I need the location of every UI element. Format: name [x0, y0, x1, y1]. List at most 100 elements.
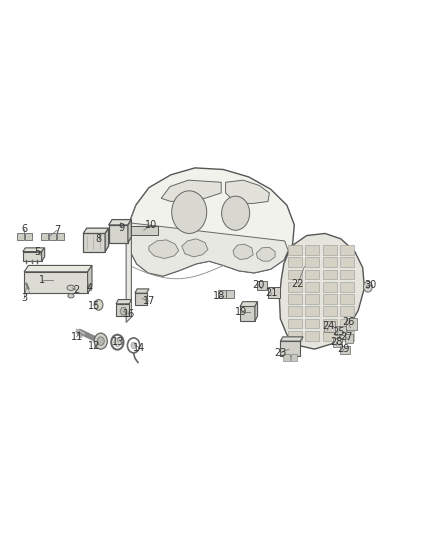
Polygon shape [226, 180, 269, 204]
Polygon shape [135, 289, 149, 293]
FancyBboxPatch shape [288, 306, 302, 316]
Polygon shape [116, 304, 129, 316]
Polygon shape [129, 223, 288, 276]
FancyBboxPatch shape [340, 319, 354, 328]
Polygon shape [116, 300, 131, 304]
Polygon shape [83, 228, 109, 233]
Polygon shape [127, 168, 294, 276]
FancyBboxPatch shape [49, 233, 56, 240]
FancyBboxPatch shape [268, 287, 280, 298]
FancyBboxPatch shape [323, 306, 337, 316]
Text: 18: 18 [213, 291, 225, 301]
FancyBboxPatch shape [25, 233, 32, 240]
FancyBboxPatch shape [324, 321, 335, 332]
Text: 23: 23 [274, 348, 286, 358]
Polygon shape [240, 302, 258, 306]
Polygon shape [105, 228, 109, 252]
Polygon shape [182, 239, 208, 257]
Text: 1: 1 [39, 275, 45, 285]
Text: 19: 19 [235, 307, 247, 317]
Text: 13: 13 [112, 337, 124, 347]
FancyBboxPatch shape [305, 294, 319, 304]
FancyBboxPatch shape [345, 334, 353, 343]
FancyBboxPatch shape [305, 282, 319, 292]
Polygon shape [109, 225, 128, 243]
FancyBboxPatch shape [340, 331, 354, 341]
Polygon shape [88, 265, 92, 293]
FancyBboxPatch shape [323, 294, 337, 304]
Circle shape [366, 285, 370, 289]
Text: 12: 12 [88, 342, 100, 351]
Text: 2: 2 [74, 286, 80, 295]
Circle shape [131, 342, 136, 349]
Text: 6: 6 [21, 224, 27, 234]
Circle shape [364, 281, 372, 292]
Text: 11: 11 [71, 332, 83, 342]
FancyBboxPatch shape [257, 281, 267, 290]
Polygon shape [280, 337, 303, 341]
FancyBboxPatch shape [288, 294, 302, 304]
FancyBboxPatch shape [288, 282, 302, 292]
Text: 9: 9 [119, 223, 125, 233]
Polygon shape [83, 233, 105, 252]
FancyBboxPatch shape [131, 226, 158, 235]
FancyBboxPatch shape [323, 245, 337, 255]
FancyBboxPatch shape [288, 245, 302, 255]
FancyBboxPatch shape [288, 270, 302, 279]
FancyBboxPatch shape [335, 326, 346, 335]
Ellipse shape [68, 294, 74, 298]
FancyBboxPatch shape [288, 257, 302, 267]
Text: 24: 24 [322, 321, 335, 331]
Polygon shape [280, 341, 300, 356]
Polygon shape [135, 293, 147, 305]
Polygon shape [109, 220, 131, 225]
Circle shape [94, 300, 103, 310]
Polygon shape [161, 180, 221, 201]
FancyBboxPatch shape [333, 338, 342, 347]
Circle shape [97, 337, 104, 345]
Text: 16: 16 [123, 310, 135, 319]
Circle shape [222, 196, 250, 230]
FancyBboxPatch shape [323, 331, 337, 341]
Polygon shape [126, 237, 131, 322]
Text: 30: 30 [364, 280, 376, 290]
FancyBboxPatch shape [340, 346, 350, 354]
Polygon shape [255, 302, 258, 321]
FancyBboxPatch shape [288, 331, 302, 341]
Text: 29: 29 [338, 344, 350, 354]
FancyBboxPatch shape [340, 282, 354, 292]
FancyBboxPatch shape [291, 354, 297, 361]
Text: 3: 3 [21, 294, 27, 303]
Circle shape [114, 338, 121, 346]
Text: 4: 4 [87, 283, 93, 293]
Text: 22: 22 [292, 279, 304, 288]
Circle shape [94, 333, 107, 349]
Text: 5: 5 [34, 247, 40, 256]
Text: 14: 14 [133, 343, 145, 352]
Text: 17: 17 [143, 296, 155, 306]
Polygon shape [128, 220, 131, 243]
FancyBboxPatch shape [305, 270, 319, 279]
FancyBboxPatch shape [288, 319, 302, 328]
Text: 21: 21 [265, 288, 278, 298]
Text: 27: 27 [340, 332, 352, 342]
Text: 7: 7 [54, 225, 60, 235]
FancyBboxPatch shape [346, 318, 357, 330]
FancyBboxPatch shape [340, 294, 354, 304]
Polygon shape [240, 306, 255, 321]
Polygon shape [24, 265, 92, 272]
FancyBboxPatch shape [305, 319, 319, 328]
Polygon shape [23, 252, 42, 261]
Text: 15: 15 [88, 302, 100, 311]
Polygon shape [256, 247, 275, 261]
Circle shape [172, 191, 207, 233]
Polygon shape [279, 233, 364, 349]
FancyBboxPatch shape [305, 331, 319, 341]
Text: 8: 8 [95, 234, 102, 244]
FancyBboxPatch shape [41, 233, 48, 240]
FancyBboxPatch shape [17, 233, 24, 240]
FancyBboxPatch shape [226, 290, 234, 298]
FancyBboxPatch shape [323, 270, 337, 279]
FancyBboxPatch shape [340, 270, 354, 279]
Polygon shape [233, 244, 253, 260]
